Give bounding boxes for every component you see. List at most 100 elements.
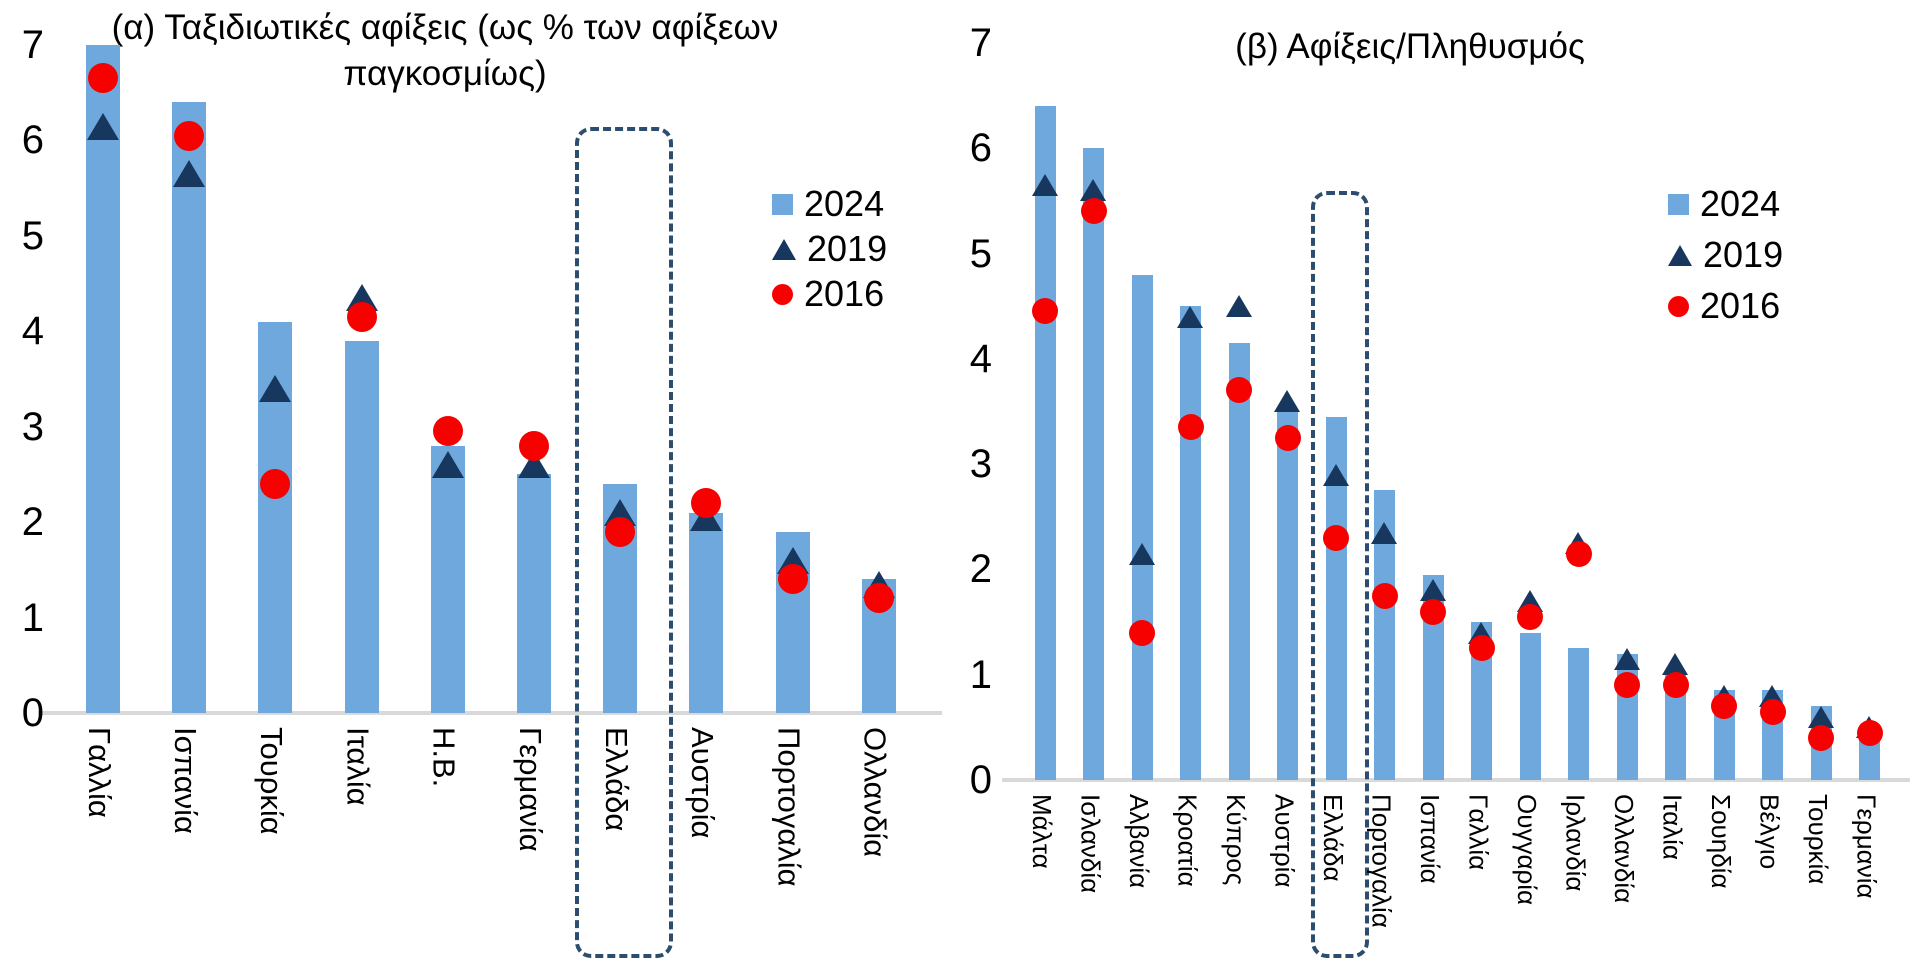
- x-axis-baseline: [1002, 778, 1910, 782]
- category-label-Ιταλία: Ιταλία: [340, 727, 376, 806]
- category-label-Τουρκία: Τουρκία: [1802, 794, 1833, 885]
- category-label-Ελλάδα: Ελλάδα: [598, 727, 634, 832]
- marker-2016-Ιρλανδία: [1565, 540, 1592, 567]
- bar-Η.Β.: [430, 445, 465, 713]
- y-tick-label: 5: [21, 213, 44, 258]
- marker-2019-Πορτογαλία: [1371, 521, 1397, 544]
- marker-2016-Μάλτα: [1032, 298, 1058, 325]
- category-label-Γερμανία: Γερμανία: [512, 727, 548, 852]
- marker-2016-Κροατία: [1177, 414, 1204, 441]
- marker-2016-Αλβανία: [1129, 619, 1155, 646]
- marker-2016-Ιταλία: [346, 301, 377, 332]
- category-label-Πορτογαλία: Πορτογαλία: [1366, 794, 1397, 928]
- marker-2016-Τουρκία: [260, 468, 291, 499]
- x-axis-baseline: [38, 711, 942, 715]
- y-tick-label: 0: [21, 691, 44, 735]
- category-label-Γερμανία: Γερμανία: [1851, 794, 1882, 899]
- category-label-Ισπανία: Ισπανία: [167, 727, 203, 834]
- right-legend: 2024 2019 2016: [1668, 186, 1783, 324]
- y-tick-label: 6: [969, 126, 992, 171]
- category-label-Ελλάδα: Ελλάδα: [1317, 794, 1348, 882]
- legend-label: 2024: [804, 183, 885, 224]
- marker-2019-Μάλτα: [1031, 174, 1058, 197]
- y-tick-label: 1: [21, 595, 44, 640]
- y-tick-label: 0: [969, 758, 992, 802]
- category-label-Ολλανδία: Ολλανδία: [1608, 794, 1639, 904]
- y-tick-label: 3: [969, 442, 992, 487]
- marker-2016-Αυστρία: [691, 488, 722, 519]
- y-tick-label: 4: [21, 309, 44, 354]
- bar-Ιταλία: [1665, 674, 1686, 780]
- category-label-Σουηδία: Σουηδία: [1705, 794, 1736, 889]
- bar-Κροατία: [1180, 306, 1201, 780]
- bar-Γαλλία: [86, 44, 120, 713]
- marker-2016-Γερμανία: [1856, 719, 1883, 746]
- marker-2016-Κύπρος: [1226, 377, 1252, 404]
- right-chart-title-line1: (β) Αφίξεις/Πληθυσμός: [1235, 27, 1585, 66]
- highlight-box-Ελλάδα: [1311, 191, 1369, 958]
- marker-2016-Πορτογαλία: [1371, 582, 1398, 609]
- marker-2019-Ισπανία: [1419, 579, 1446, 602]
- category-label-Ουγγαρία: Ουγγαρία: [1511, 794, 1542, 906]
- legend-label: 2016: [804, 273, 885, 314]
- bar-Ιρλανδία: [1568, 648, 1589, 780]
- marker-2019-Ιταλία: [1662, 653, 1688, 676]
- marker-2019-Αλβανία: [1128, 542, 1155, 565]
- y-tick-label: 3: [21, 404, 44, 449]
- legend-label: 2024: [1700, 183, 1781, 224]
- marker-2016-Ελλάδα: [605, 516, 636, 547]
- legend-label: 2019: [1703, 234, 1784, 275]
- bar-Αυστρία: [1277, 411, 1298, 780]
- marker-2016-Ισπανία: [1420, 598, 1446, 625]
- highlight-box-Ελλάδα: [575, 127, 674, 958]
- y-tick-label: 1: [969, 652, 992, 697]
- marker-2019-Γαλλία: [87, 112, 119, 140]
- category-label-Αυστρία: Αυστρία: [1269, 794, 1300, 888]
- y-tick-label: 5: [969, 231, 992, 276]
- legend-item-2016: 2016: [1668, 288, 1783, 324]
- category-label-Βέλγιο: Βέλγιο: [1754, 794, 1785, 870]
- legend-item-2024: 2024: [772, 186, 887, 222]
- right-chart-title: (β) Αφίξεις/Πληθυσμός: [1040, 24, 1780, 70]
- triangle-marker-icon: [1668, 244, 1692, 266]
- marker-2016-Γαλλία: [88, 63, 118, 94]
- marker-2016-Τουρκία: [1808, 724, 1834, 751]
- bar-swatch-icon: [772, 193, 793, 215]
- marker-2016-Βέλγιο: [1759, 698, 1786, 725]
- circle-marker-icon: [772, 283, 793, 305]
- category-label-Μάλτα: Μάλτα: [1026, 794, 1057, 869]
- legend-item-2019: 2019: [1668, 237, 1783, 273]
- category-label-Ιρλανδία: Ιρλανδία: [1560, 794, 1591, 892]
- bar-Ουγγαρία: [1519, 632, 1541, 780]
- left-chart-title-line1: (α) Ταξιδιωτικές αφίξεις (ως % των αφίξε…: [111, 8, 779, 47]
- bar-Μάλτα: [1034, 106, 1056, 780]
- marker-2016-Σουηδία: [1711, 693, 1737, 720]
- bar-Ελλάδα: [1325, 416, 1347, 780]
- marker-2016-Γαλλία: [1468, 635, 1495, 662]
- category-label-Γαλλία: Γαλλία: [1463, 794, 1494, 871]
- circle-marker-icon: [1668, 295, 1689, 317]
- left-chart-title: (α) Ταξιδιωτικές αφίξεις (ως % των αφίξε…: [95, 5, 795, 97]
- bar-Ισλανδία: [1083, 148, 1104, 780]
- category-label-Γαλλία: Γαλλία: [81, 727, 117, 818]
- category-label-Ιταλία: Ιταλία: [1657, 794, 1688, 860]
- y-tick-label: 7: [21, 22, 44, 67]
- legend-item-2016: 2016: [772, 276, 887, 312]
- y-tick-label: 2: [21, 500, 44, 545]
- bar-Ισπανία: [1422, 574, 1444, 780]
- category-label-Αυστρία: Αυστρία: [685, 727, 721, 839]
- marker-2016-Ισπανία: [174, 120, 205, 151]
- category-label-Ισπανία: Ισπανία: [1414, 794, 1445, 884]
- bar-Πορτογαλία: [1374, 490, 1395, 780]
- marker-2016-Ελλάδα: [1323, 524, 1349, 551]
- y-tick-label: 2: [969, 547, 992, 592]
- bar-Αυστρία: [689, 512, 724, 713]
- category-label-Κύπρος: Κύπρος: [1220, 794, 1251, 886]
- marker-2019-Ισπανία: [173, 160, 206, 188]
- marker-2016-Αυστρία: [1274, 424, 1301, 451]
- marker-2016-Ολλανδία: [863, 583, 894, 614]
- category-label-Ισλανδία: Ισλανδία: [1075, 794, 1106, 894]
- bar-Κύπρος: [1228, 343, 1250, 780]
- marker-2019-Αυστρία: [1274, 389, 1300, 412]
